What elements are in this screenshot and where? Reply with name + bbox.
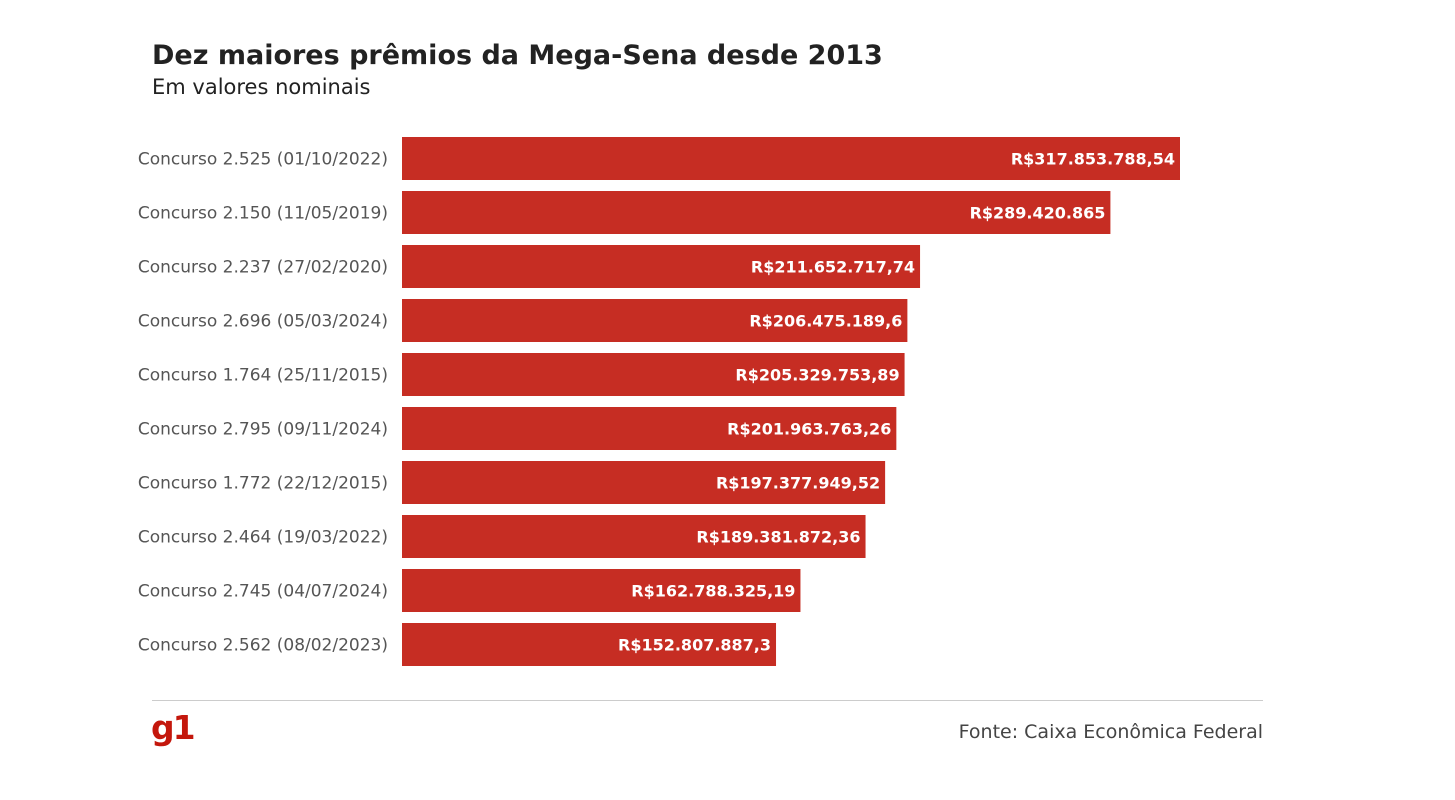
bar-row: Concurso 2.562 (08/02/2023) R$152.807.887… bbox=[138, 623, 777, 666]
value-label: R$197.377.949,52 bbox=[716, 474, 880, 493]
value-label: R$201.963.763,26 bbox=[727, 420, 891, 439]
bar bbox=[402, 137, 1180, 180]
bar-row: Concurso 2.464 (19/03/2022) R$189.381.872… bbox=[138, 515, 866, 558]
bar bbox=[402, 407, 897, 450]
value-label: R$205.329.753,89 bbox=[735, 366, 899, 385]
bar bbox=[402, 461, 886, 504]
category-label: Concurso 2.745 (04/07/2024) bbox=[138, 582, 388, 602]
bar-row: Concurso 2.525 (01/10/2022) R$317.853.788… bbox=[138, 137, 1180, 180]
value-label: R$289.420.865 bbox=[970, 204, 1106, 223]
bar-row: Concurso 2.745 (04/07/2024) R$162.788.325… bbox=[138, 569, 801, 612]
chart-subtitle: Em valores nominais bbox=[152, 75, 371, 99]
bar-row: Concurso 1.764 (25/11/2015) R$205.329.753… bbox=[138, 353, 905, 396]
value-label: R$206.475.189,6 bbox=[749, 312, 902, 331]
bar bbox=[402, 245, 921, 288]
bar bbox=[402, 299, 908, 342]
footer-divider bbox=[152, 700, 1263, 701]
bar-row: Concurso 2.795 (09/11/2024) R$201.963.763… bbox=[138, 407, 897, 450]
category-label: Concurso 1.764 (25/11/2015) bbox=[138, 366, 388, 386]
value-label: R$211.652.717,74 bbox=[751, 258, 915, 277]
chart-title: Dez maiores prêmios da Mega-Sena desde 2… bbox=[152, 40, 883, 71]
bar bbox=[402, 569, 801, 612]
category-label: Concurso 2.525 (01/10/2022) bbox=[138, 150, 388, 170]
value-label: R$162.788.325,19 bbox=[631, 582, 795, 601]
value-label: R$189.381.872,36 bbox=[696, 528, 860, 547]
g1-logo: g1 bbox=[151, 708, 196, 747]
source-note: Fonte: Caixa Econômica Federal bbox=[958, 721, 1263, 743]
category-label: Concurso 2.562 (08/02/2023) bbox=[138, 636, 388, 656]
category-label: Concurso 2.150 (11/05/2019) bbox=[138, 204, 388, 224]
bar-row: Concurso 2.150 (11/05/2019) R$289.420.865 bbox=[138, 191, 1111, 234]
category-label: Concurso 2.795 (09/11/2024) bbox=[138, 420, 388, 440]
bar-chart: Concurso 2.525 (01/10/2022) R$317.853.788… bbox=[138, 137, 1180, 666]
category-label: Concurso 2.464 (19/03/2022) bbox=[138, 528, 388, 548]
category-label: Concurso 2.237 (27/02/2020) bbox=[138, 258, 388, 278]
bar bbox=[402, 623, 777, 666]
bar bbox=[402, 515, 866, 558]
bar bbox=[402, 353, 905, 396]
bar-row: Concurso 1.772 (22/12/2015) R$197.377.949… bbox=[138, 461, 886, 504]
category-label: Concurso 1.772 (22/12/2015) bbox=[138, 474, 388, 494]
bar-row: Concurso 2.237 (27/02/2020) R$211.652.717… bbox=[138, 245, 921, 288]
bar bbox=[402, 191, 1111, 234]
bar-row: Concurso 2.696 (05/03/2024) R$206.475.189… bbox=[138, 299, 908, 342]
value-label: R$152.807.887,3 bbox=[618, 636, 771, 655]
value-label: R$317.853.788,54 bbox=[1011, 150, 1175, 169]
category-label: Concurso 2.696 (05/03/2024) bbox=[138, 312, 388, 332]
